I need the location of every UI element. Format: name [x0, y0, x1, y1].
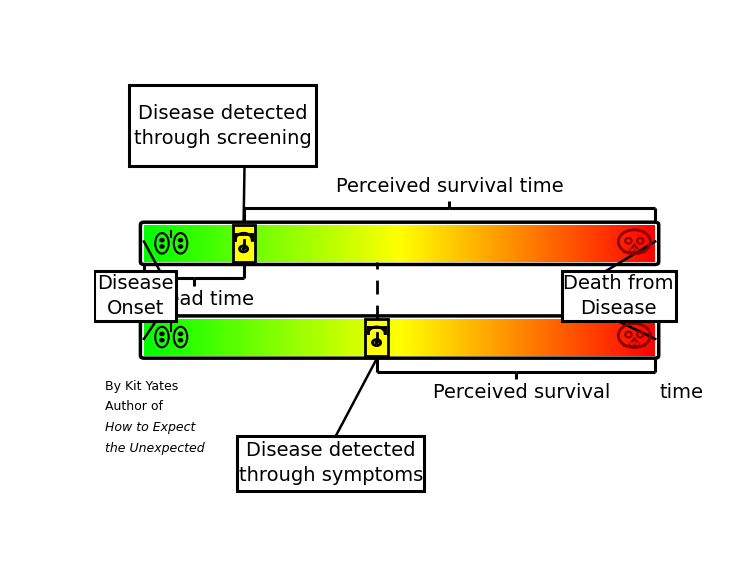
Circle shape — [160, 338, 164, 342]
FancyBboxPatch shape — [238, 436, 425, 491]
Bar — [366, 319, 388, 355]
Circle shape — [160, 239, 164, 242]
Text: How to Expect: How to Expect — [105, 421, 195, 434]
Circle shape — [179, 239, 182, 242]
Bar — [232, 225, 255, 262]
FancyBboxPatch shape — [130, 85, 317, 166]
Text: the Unexpected: the Unexpected — [105, 442, 204, 455]
Circle shape — [179, 338, 182, 342]
Text: Perceived survival time: Perceived survival time — [336, 177, 563, 196]
FancyBboxPatch shape — [94, 271, 176, 321]
Circle shape — [375, 341, 378, 344]
FancyBboxPatch shape — [562, 271, 676, 321]
Text: By Kit Yates: By Kit Yates — [105, 380, 178, 393]
Text: Perceived survival: Perceived survival — [433, 383, 611, 402]
Text: Death from
Disease: Death from Disease — [563, 273, 674, 318]
Circle shape — [179, 245, 182, 248]
Text: Author of: Author of — [105, 401, 163, 413]
Circle shape — [242, 248, 245, 250]
Circle shape — [160, 332, 164, 336]
Circle shape — [160, 245, 164, 248]
Text: Disease
Onset: Disease Onset — [97, 273, 173, 318]
Text: Disease detected
through screening: Disease detected through screening — [134, 104, 311, 148]
Circle shape — [179, 332, 182, 336]
Text: Lead time: Lead time — [157, 290, 254, 309]
Text: Disease detected
through symptoms: Disease detected through symptoms — [239, 441, 423, 486]
Text: time: time — [660, 383, 704, 402]
